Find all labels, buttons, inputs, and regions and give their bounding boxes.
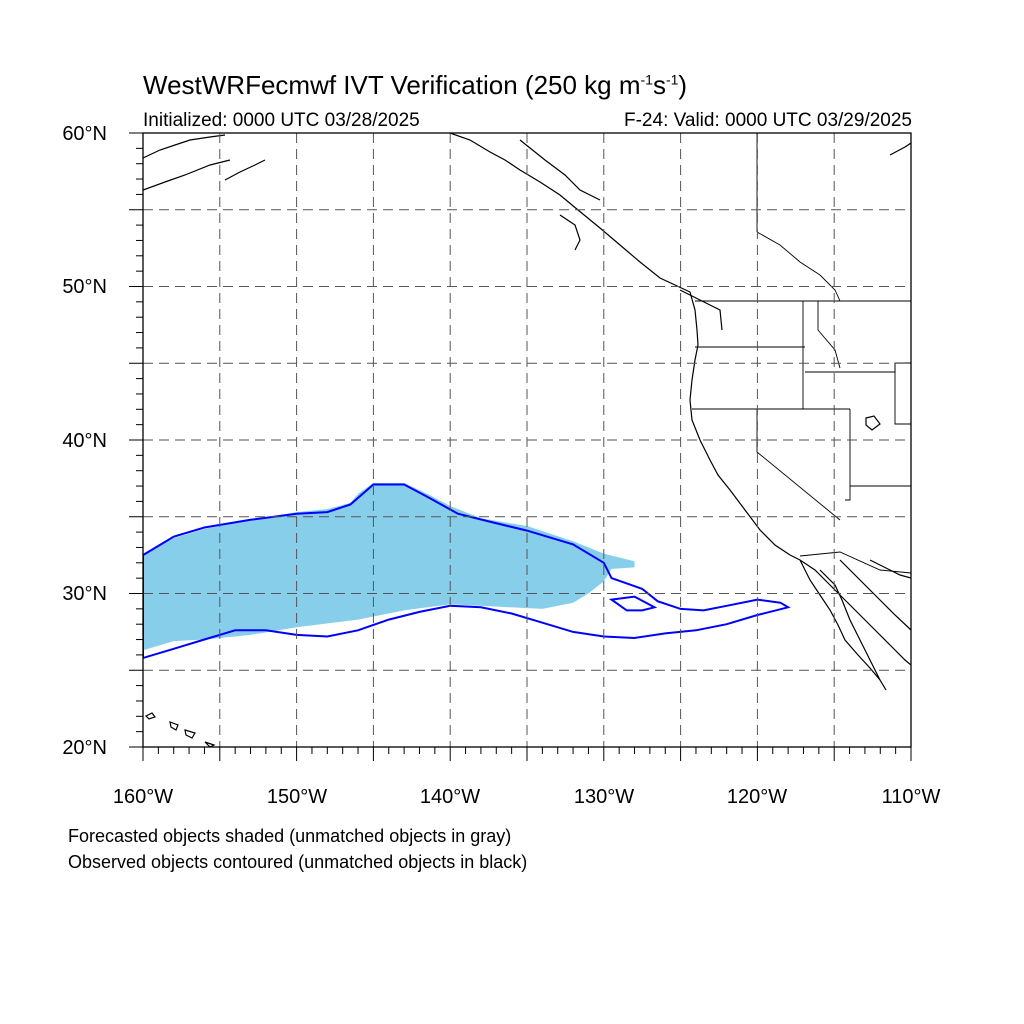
map-title: WestWRFecmwf IVT Verification (250 kg m-… (143, 70, 688, 100)
lon-label-160w: 160°W (112, 786, 174, 808)
lon-label-120w: 120°W (726, 786, 788, 808)
observed-ivt-contour-secondary (608, 595, 658, 612)
lon-label-130w: 130°W (573, 786, 635, 808)
lon-label-150w: 150°W (266, 786, 328, 808)
forecast-ivt-object (143, 483, 635, 651)
initialized-time: Initialized: 0000 UTC 03/28/2025 (143, 110, 420, 131)
valid-time: F-24: Valid: 0000 UTC 03/29/2025 (624, 110, 912, 131)
lat-label-60n: 60°N (62, 123, 107, 145)
lat-label-40n: 40°N (62, 430, 107, 452)
lat-label-50n: 50°N (62, 276, 107, 298)
political-borders (692, 133, 911, 574)
legend-observed-note: Observed objects contoured (unmatched ob… (68, 852, 528, 872)
legend-forecast-note: Forecasted objects shaded (unmatched obj… (68, 826, 512, 846)
lat-label-30n: 30°N (62, 583, 107, 605)
coastlines (143, 133, 911, 747)
axis-ticks (129, 132, 912, 761)
lat-lon-gridlines (143, 133, 911, 747)
observed-ivt-contour (143, 483, 791, 660)
lat-label-20n: 20°N (62, 737, 107, 759)
lon-label-140w: 140°W (419, 786, 481, 808)
lon-label-110w: 110°W (881, 786, 941, 808)
